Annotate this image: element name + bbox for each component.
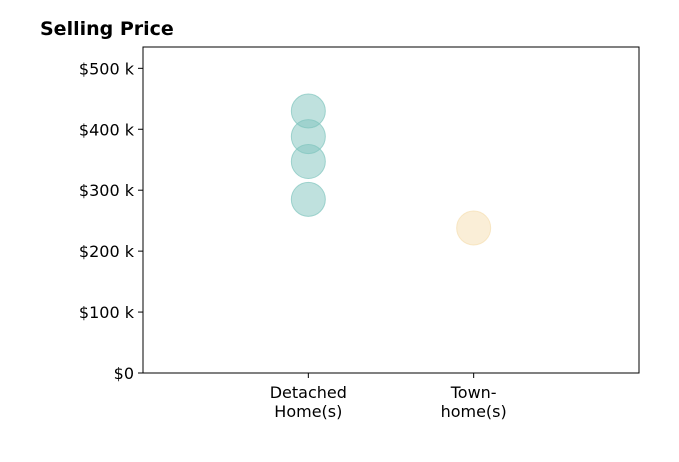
y-tick-label: $100 k xyxy=(79,303,135,322)
x-tick-label: home(s) xyxy=(441,402,507,421)
y-tick-label: $400 k xyxy=(79,120,135,139)
x-tick-label: Home(s) xyxy=(274,402,342,421)
y-axis: $0 $100 k $200 k $300 k $400 k $500 k xyxy=(79,59,143,383)
x-tick-label: Town- xyxy=(450,383,497,402)
plot-frame xyxy=(142,46,640,374)
data-point xyxy=(290,181,326,217)
y-tick-label: $200 k xyxy=(79,242,135,261)
markers xyxy=(290,93,492,246)
y-tick-label: $500 k xyxy=(79,59,135,78)
y-tick-label: $300 k xyxy=(79,181,135,200)
data-point xyxy=(290,93,326,129)
x-tick-label: Detached xyxy=(270,383,347,402)
data-point xyxy=(456,210,492,246)
chart-title: Selling Price xyxy=(40,18,174,40)
y-tick-label: $0 xyxy=(114,364,134,383)
